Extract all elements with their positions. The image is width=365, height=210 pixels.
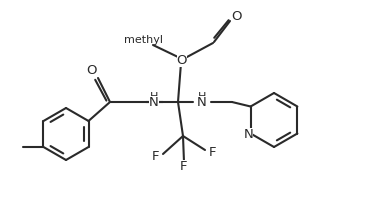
Text: methyl: methyl: [124, 35, 164, 45]
Text: O: O: [86, 64, 96, 77]
Text: N: N: [149, 96, 159, 109]
Text: H: H: [198, 92, 206, 102]
Text: F: F: [209, 146, 216, 159]
Text: O: O: [177, 54, 187, 67]
Text: N: N: [197, 96, 207, 109]
Text: O: O: [232, 10, 242, 24]
Text: F: F: [151, 150, 159, 163]
Text: N: N: [244, 128, 253, 141]
Text: F: F: [180, 160, 188, 172]
Text: H: H: [150, 92, 158, 102]
